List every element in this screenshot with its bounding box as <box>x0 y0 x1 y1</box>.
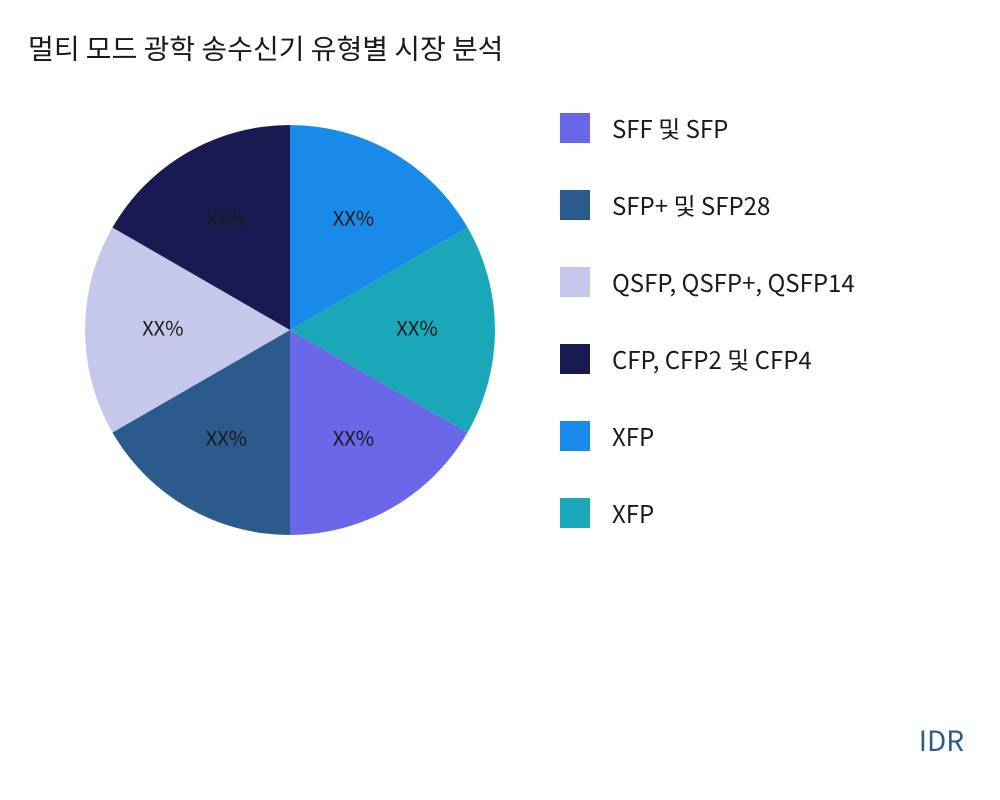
legend-item: XFP <box>560 495 980 530</box>
pie-chart: XX% XX% XX% XX% XX% XX% <box>80 120 500 540</box>
slice-label: XX% <box>206 423 247 452</box>
legend-item: SFP+ 및 SFP28 <box>560 187 980 222</box>
legend-label: XFP <box>612 418 654 453</box>
legend-item: CFP, CFP2 및 CFP4 <box>560 341 980 376</box>
legend-label: SFP+ 및 SFP28 <box>612 187 770 222</box>
legend-swatch <box>560 113 590 143</box>
slice-label: XX% <box>333 423 374 452</box>
pie-svg: XX% XX% XX% XX% XX% XX% <box>80 120 500 540</box>
legend-label: CFP, CFP2 및 CFP4 <box>612 341 812 376</box>
legend-swatch <box>560 267 590 297</box>
chart-title: 멀티 모드 광학 송수신기 유형별 시장 분석 <box>28 28 504 68</box>
slice-label: XX% <box>333 202 374 231</box>
legend-swatch <box>560 190 590 220</box>
legend-item: QSFP, QSFP+, QSFP14 <box>560 264 980 299</box>
slice-label: XX% <box>206 202 247 231</box>
legend-item: SFF 및 SFP <box>560 110 980 145</box>
legend-swatch <box>560 344 590 374</box>
legend-label: SFF 및 SFP <box>612 110 728 145</box>
legend-swatch <box>560 498 590 528</box>
legend-label: XFP <box>612 495 654 530</box>
legend-item: XFP <box>560 418 980 453</box>
legend-label: QSFP, QSFP+, QSFP14 <box>612 264 855 299</box>
legend-swatch <box>560 421 590 451</box>
slice-label: XX% <box>142 312 183 341</box>
slice-label: XX% <box>396 312 437 341</box>
legend: SFF 및 SFP SFP+ 및 SFP28 QSFP, QSFP+, QSFP14… <box>560 110 980 572</box>
footer-brand: IDR <box>919 720 964 760</box>
